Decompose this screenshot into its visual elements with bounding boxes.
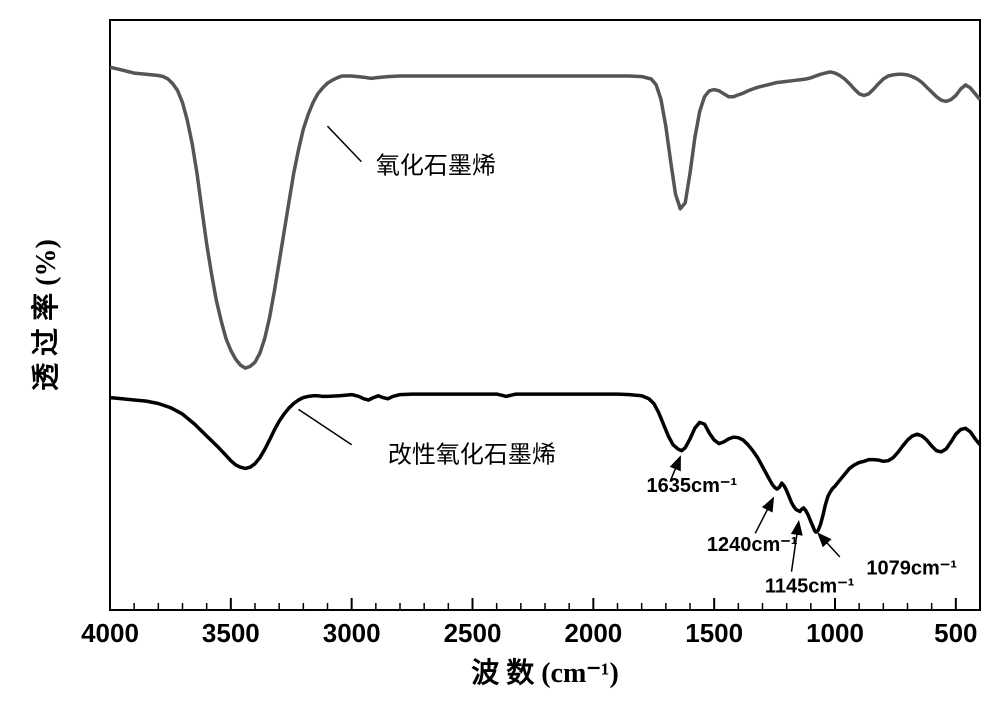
x-tick-label: 4000 xyxy=(81,618,139,648)
y-axis-title: 透 过 率 (%) xyxy=(29,239,62,391)
x-tick-label: 2000 xyxy=(564,618,622,648)
x-tick-label: 3000 xyxy=(323,618,381,648)
x-tick-label: 500 xyxy=(934,618,977,648)
annotation-text-peak-1635: 1635cm⁻¹ xyxy=(647,475,738,497)
annotation-text-peak-1079: 1079cm⁻¹ xyxy=(866,558,957,580)
annotation-text-peak-1145: 1145cm⁻¹ xyxy=(765,575,855,597)
plot-frame xyxy=(110,20,980,610)
x-tick-label: 3500 xyxy=(202,618,260,648)
annotation-text-peak-1240: 1240cm⁻¹ xyxy=(707,534,798,556)
x-tick-label: 1000 xyxy=(806,618,864,648)
chart-svg: 4000 3500 3000 2500 2000 1500 1000 500 波 数 (cm⁻¹… xyxy=(0,0,1000,716)
series-label-modified-graphene-oxide: 改性氧化石墨烯 xyxy=(388,442,556,469)
annotation-arrow-peak-1240 xyxy=(755,498,773,533)
series-leader-graphene-oxide xyxy=(328,126,362,161)
x-tick-label: 2500 xyxy=(444,618,502,648)
x-tick-label: 1500 xyxy=(685,618,743,648)
series-leader-modified-graphene-oxide xyxy=(299,409,352,444)
series-graphene-oxide xyxy=(110,67,980,368)
series-label-graphene-oxide: 氧化石墨烯 xyxy=(376,152,496,179)
x-axis-title: 波 数 (cm⁻¹) xyxy=(471,657,619,689)
ftir-chart: 4000 3500 3000 2500 2000 1500 1000 500 波 数 (cm⁻¹… xyxy=(0,0,1000,716)
annotation-arrow-peak-1079 xyxy=(818,533,840,557)
